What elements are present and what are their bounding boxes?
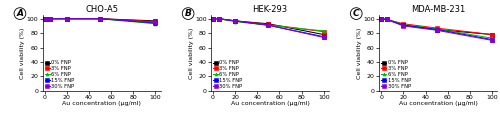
Title: HEK-293: HEK-293 bbox=[252, 5, 288, 14]
X-axis label: Au concentration (μg/ml): Au concentration (μg/ml) bbox=[230, 101, 310, 106]
Title: MDA-MB-231: MDA-MB-231 bbox=[411, 5, 466, 14]
Text: C: C bbox=[353, 9, 360, 18]
X-axis label: Au concentration (μg/ml): Au concentration (μg/ml) bbox=[62, 101, 141, 106]
Text: B: B bbox=[184, 9, 192, 18]
Text: A: A bbox=[16, 9, 24, 18]
Y-axis label: Cell viability (%): Cell viability (%) bbox=[357, 27, 362, 79]
Y-axis label: Cell viability (%): Cell viability (%) bbox=[20, 27, 25, 79]
Title: CHO-A5: CHO-A5 bbox=[85, 5, 118, 14]
Legend: 0% FNP, 3% FNP, 6% FNP, 15% FNP, 30% FNP: 0% FNP, 3% FNP, 6% FNP, 15% FNP, 30% FNP bbox=[212, 60, 243, 89]
X-axis label: Au concentration (μg/ml): Au concentration (μg/ml) bbox=[399, 101, 477, 106]
Legend: 0% FNP, 3% FNP, 6% FNP, 15% FNP, 30% FNP: 0% FNP, 3% FNP, 6% FNP, 15% FNP, 30% FNP bbox=[380, 60, 412, 89]
Legend: 0% FNP, 3% FNP, 6% FNP, 15% FNP, 30% FNP: 0% FNP, 3% FNP, 6% FNP, 15% FNP, 30% FNP bbox=[44, 60, 75, 89]
Y-axis label: Cell viability (%): Cell viability (%) bbox=[188, 27, 194, 79]
